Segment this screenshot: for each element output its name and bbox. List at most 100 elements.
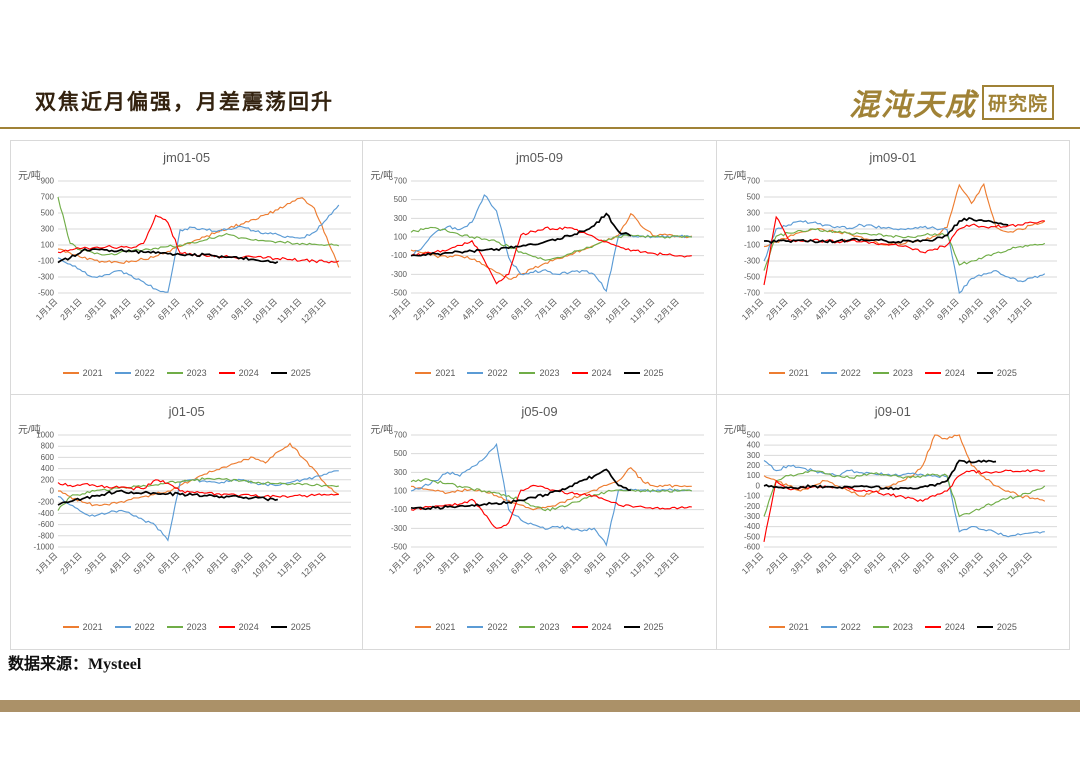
legend-label: 2024 (238, 622, 259, 632)
x-tick-label: 5月1日 (131, 550, 157, 576)
x-tick-label: 8月1日 (558, 296, 584, 322)
series-line-2021 (410, 466, 692, 511)
legend-item-2021: 2021 (415, 622, 455, 632)
legend-label: 2025 (643, 622, 664, 632)
y-tick-label: 800 (41, 442, 55, 451)
legend-item-2024: 2024 (218, 368, 259, 378)
y-tick-label: 300 (41, 225, 55, 234)
chart-legend: 2021 2022 2023 2024 2025 (717, 368, 1069, 378)
chart-panel-j01-05: j01-05 元/吨 1000 800 600 400 200 0 -200 -400 -600… (10, 395, 364, 650)
legend-swatch (62, 372, 79, 374)
y-tick-label: -500 (744, 532, 761, 541)
legend-swatch (415, 372, 432, 374)
legend-swatch (872, 626, 889, 628)
y-tick-label: -100 (38, 257, 55, 266)
legend-item-2023: 2023 (519, 368, 560, 378)
series-line-2022 (57, 204, 340, 293)
y-tick-label: 400 (41, 464, 55, 473)
legend-item-2025: 2025 (270, 368, 311, 378)
y-tick-label: 300 (394, 468, 408, 477)
legend-swatch (519, 626, 536, 628)
legend-label: 2022 (487, 368, 508, 378)
y-tick-label: 100 (747, 225, 761, 234)
legend-swatch (270, 372, 287, 374)
x-tick-label: 2月1日 (58, 296, 84, 322)
series-line-2024 (57, 479, 339, 499)
x-tick-label: 7月1日 (180, 550, 206, 576)
series-line-2024 (410, 226, 692, 285)
x-tick-label: 4月1日 (460, 550, 486, 576)
x-tick-label: 7月1日 (886, 296, 912, 322)
x-tick-label: 8月1日 (911, 296, 937, 322)
legend-swatch (623, 372, 640, 374)
chart-panel-jm09-01: jm09-01 元/吨 700 500 300 100 -100 -300 -500 -700… (716, 140, 1070, 395)
x-tick-label: 7月1日 (533, 550, 559, 576)
chart-title: j01-05 (168, 404, 205, 419)
chart-legend: 2021 2022 2023 2024 2025 (11, 622, 362, 632)
y-axis-unit-label: 元/吨 (723, 425, 747, 436)
x-tick-label: 4月1日 (107, 550, 133, 576)
x-tick-label: 11月1日 (275, 296, 304, 325)
y-tick-label: -300 (391, 524, 408, 533)
legend-label: 2024 (944, 622, 965, 632)
brand-logo-seal: 研究院 (981, 84, 1054, 120)
series-line-2021 (764, 182, 1046, 248)
legend-label: 2021 (788, 622, 809, 632)
chart-title: jm01-05 (163, 150, 211, 165)
chart-title: j09-01 (874, 404, 911, 419)
x-tick-label: 2月1日 (411, 550, 437, 576)
x-tick-label: 7月1日 (180, 296, 206, 322)
x-tick-label: 3月1日 (789, 550, 815, 576)
chart-title: jm05-09 (516, 150, 563, 165)
x-tick-label: 6月1日 (509, 550, 535, 576)
x-tick-label: 4月1日 (813, 296, 839, 322)
x-tick-label: 5月1日 (484, 296, 510, 322)
y-tick-label: 0 (50, 487, 55, 496)
series-line-2025 (410, 212, 632, 257)
legend-swatch (976, 372, 993, 374)
x-tick-label: 5月1日 (838, 296, 864, 322)
chart-legend: 2021 2022 2023 2024 2025 (717, 622, 1069, 632)
y-tick-label: -100 (744, 492, 761, 501)
legend-label: 2025 (996, 368, 1017, 378)
brand-logo: 混沌天成 研究院 (849, 80, 1054, 124)
legend-label: 2023 (186, 368, 207, 378)
series-line-2024 (410, 484, 692, 529)
data-source: 数据来源：Mysteel (8, 650, 141, 674)
x-tick-label: 10月1日 (956, 296, 985, 325)
y-tick-label: -200 (744, 502, 761, 511)
x-tick-label: 11月1日 (275, 550, 304, 579)
y-tick-label: -1000 (34, 543, 55, 552)
series-line-2023 (410, 478, 692, 512)
y-tick-label: 500 (41, 209, 55, 218)
chart-title: j05-09 (521, 404, 558, 419)
y-tick-label: -100 (391, 251, 408, 260)
y-tick-label: 900 (41, 177, 55, 186)
y-tick-label: -100 (744, 241, 761, 250)
y-tick-label: 700 (394, 431, 408, 440)
legend-label: 2024 (238, 368, 259, 378)
x-tick-label: 2月1日 (764, 550, 790, 576)
legend-item-2024: 2024 (924, 368, 965, 378)
series-line-2025 (764, 459, 997, 491)
legend-swatch (166, 626, 183, 628)
legend-label: 2021 (435, 622, 456, 632)
chart-panel-j05-09: j05-09 元/吨 700 500 300 100 -100 -300 -500 1月1日 2… (363, 395, 717, 650)
x-tick-label: 6月1日 (156, 296, 182, 322)
x-tick-label: 8月1日 (911, 550, 937, 576)
legend-label: 2021 (82, 368, 103, 378)
chart-title: jm09-01 (869, 150, 917, 165)
x-tick-label: 6月1日 (156, 550, 182, 576)
legend-item-2024: 2024 (218, 622, 259, 632)
legend-item-2023: 2023 (166, 368, 207, 378)
page-title: 双焦近月偏强，月差震荡回升 (35, 90, 334, 114)
series-line-2023 (57, 477, 340, 511)
legend-item-2023: 2023 (166, 622, 207, 632)
legend-item-2021: 2021 (768, 622, 809, 632)
legend-label: 2022 (487, 622, 508, 632)
legend-label: 2023 (186, 622, 207, 632)
x-tick-label: 8月1日 (205, 296, 231, 322)
x-tick-label: 1月1日 (34, 296, 60, 322)
legend-item-2022: 2022 (467, 622, 507, 632)
legend-label: 2023 (539, 622, 560, 632)
